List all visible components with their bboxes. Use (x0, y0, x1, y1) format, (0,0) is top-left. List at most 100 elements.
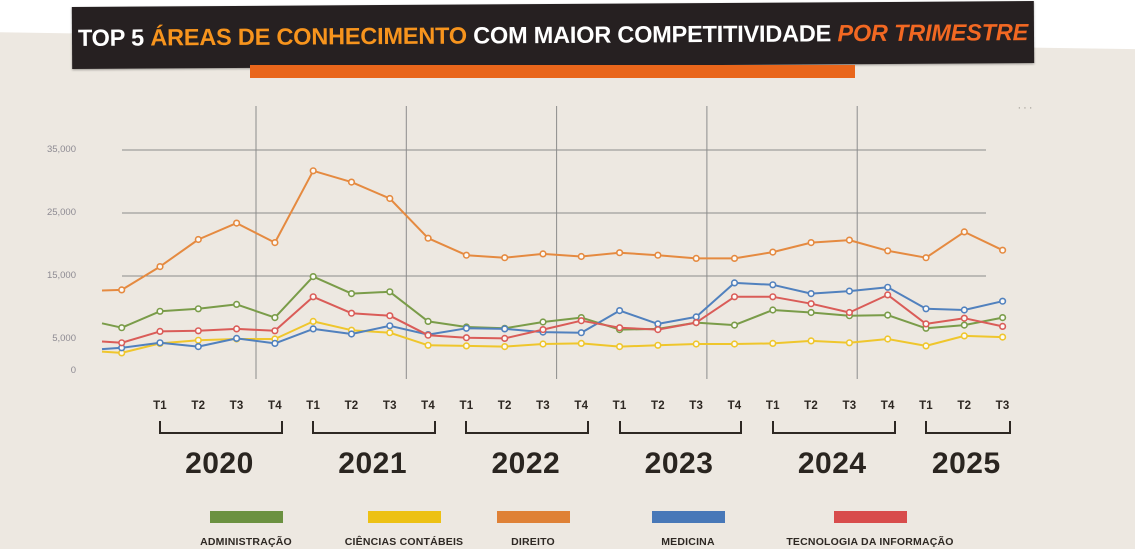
data-point (233, 300, 241, 309)
data-point (271, 314, 279, 322)
quarter-label: T4 (267, 400, 282, 412)
data-point (462, 251, 471, 259)
legend-swatch (833, 511, 907, 523)
quarter-label: T3 (842, 400, 857, 412)
year-bracket (771, 421, 896, 434)
legend-label: ADMINISTRAÇÃO (200, 536, 292, 548)
data-point (577, 317, 585, 325)
quarter-label: T2 (957, 400, 972, 412)
data-point (769, 293, 777, 301)
data-point (194, 305, 202, 313)
data-point (845, 236, 854, 244)
quarter-label: T4 (727, 400, 742, 412)
quarter-label: T2 (497, 400, 512, 412)
legend-item: TECNOLOGIA DA INFORMAÇÃO (760, 511, 980, 548)
quarter-label: T1 (153, 400, 167, 412)
data-point (769, 248, 777, 256)
data-point (922, 254, 930, 262)
data-point (233, 334, 241, 343)
data-point (998, 246, 1007, 254)
quarter-label: T4 (421, 400, 435, 412)
data-point (769, 339, 777, 348)
options-menu-icon[interactable]: ··· (1017, 102, 1035, 114)
data-point (807, 290, 815, 298)
legend-item: CIÊNCIAS CONTÁBEIS (294, 511, 514, 548)
year-bracket (159, 421, 283, 434)
data-point (769, 281, 777, 289)
data-point (539, 326, 547, 334)
data-point (309, 293, 317, 301)
year-bracket (618, 421, 743, 434)
data-point (386, 329, 394, 337)
data-point (156, 307, 164, 315)
data-point (386, 288, 394, 296)
data-point (118, 339, 126, 347)
data-point (960, 321, 968, 329)
data-point (807, 308, 815, 317)
data-point (884, 283, 892, 291)
data-point (769, 306, 777, 314)
data-point (960, 306, 968, 314)
quarter-label: T3 (536, 400, 550, 412)
data-point (807, 300, 815, 308)
quarter-label: T1 (612, 400, 627, 412)
data-point (501, 325, 509, 333)
data-point (692, 319, 700, 327)
data-point (577, 252, 585, 261)
data-point (539, 250, 547, 258)
data-point (386, 322, 394, 330)
data-point (347, 309, 356, 317)
data-point (577, 329, 585, 337)
data-point (884, 247, 892, 255)
data-point (424, 331, 432, 339)
legend-swatch (209, 511, 283, 523)
data-point (577, 339, 585, 348)
data-point (730, 340, 739, 348)
year-label: 2025 (931, 447, 1001, 480)
legend-swatch (496, 511, 570, 523)
y-axis-tick-label: 25,000 (46, 207, 76, 218)
data-point (615, 307, 624, 315)
data-point (309, 273, 317, 281)
data-point (654, 341, 662, 349)
data-point (156, 327, 164, 336)
data-point (654, 251, 662, 259)
data-point (730, 293, 739, 301)
data-point (309, 317, 317, 326)
quarter-label: T4 (574, 400, 589, 412)
year-label: 2020 (185, 447, 254, 480)
quarter-label: T1 (765, 400, 780, 412)
data-point (730, 279, 739, 287)
quarter-label: T1 (459, 400, 474, 412)
data-point (998, 333, 1007, 341)
data-point (615, 343, 624, 351)
data-point (309, 167, 317, 175)
data-point (194, 235, 202, 244)
data-point (845, 287, 854, 295)
data-point (539, 318, 547, 326)
data-point (960, 314, 968, 322)
quarter-label: T2 (191, 400, 206, 412)
data-point (615, 249, 624, 257)
quarter-label: T3 (382, 400, 397, 412)
legend-label: DIREITO (511, 536, 555, 548)
data-point (156, 263, 164, 271)
data-point (845, 308, 854, 317)
data-point (998, 314, 1007, 322)
data-point (884, 291, 892, 299)
data-point (998, 322, 1007, 331)
data-point (501, 343, 509, 351)
data-point (386, 312, 394, 320)
data-point (692, 254, 700, 262)
y-axis-tick-label: 5,000 (52, 333, 76, 344)
data-point (922, 342, 930, 350)
data-point (884, 335, 892, 343)
data-point (692, 340, 700, 348)
data-point (462, 324, 471, 332)
data-point (730, 321, 739, 329)
data-point (424, 341, 432, 349)
data-point (615, 324, 624, 332)
data-point (960, 228, 968, 236)
quarter-label: T2 (650, 400, 665, 412)
